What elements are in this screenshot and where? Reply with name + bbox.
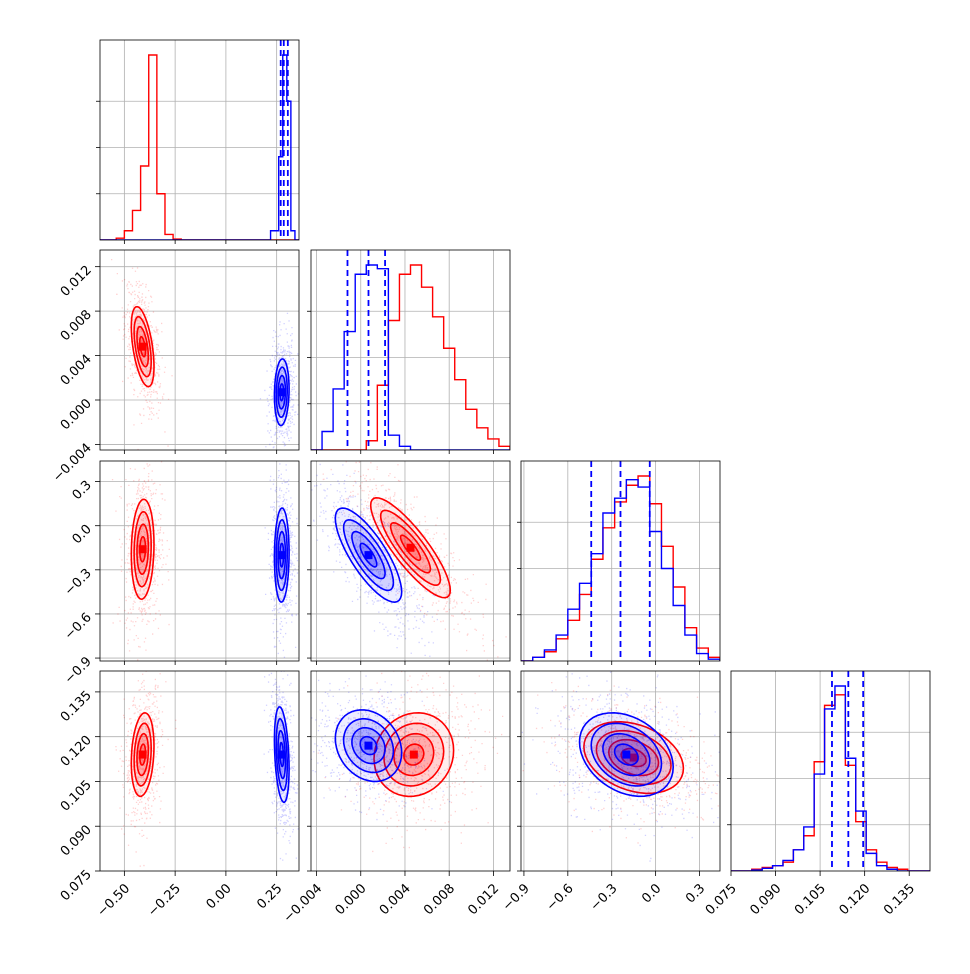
- blue-scatter-points: [311, 462, 438, 657]
- y-tick-label: 0.090: [58, 822, 95, 859]
- pair-panel-0-1: [99, 249, 300, 451]
- blue-histogram: [521, 479, 720, 661]
- y-tick-label: 0.000: [58, 396, 95, 433]
- y-tick-label: 0.3: [70, 478, 95, 503]
- blue-histogram: [311, 264, 510, 450]
- red-peak: [629, 753, 638, 762]
- x-tick-label: −0.9: [500, 881, 533, 914]
- panel-frame: [520, 460, 721, 662]
- pair-panel-1-2: [310, 460, 511, 662]
- x-tick-label: 0.012: [465, 881, 502, 918]
- y-tick-label: 0.0: [70, 522, 95, 547]
- x-tick-label: 0.004: [377, 881, 414, 918]
- y-tick-label: −0.004: [50, 441, 95, 486]
- y-tick-label: 0.012: [58, 263, 95, 300]
- panel-content: [111, 461, 299, 661]
- red-peak: [138, 750, 147, 759]
- panel-frame: [730, 670, 931, 872]
- blue-peak: [277, 551, 286, 560]
- panel-frame: [99, 39, 300, 241]
- x-tick-label: 0.135: [881, 881, 918, 918]
- red-scatter-points: [522, 682, 720, 844]
- y-tick-label: 0.004: [58, 352, 95, 389]
- blue-histogram: [731, 685, 930, 871]
- panel-content: [111, 250, 299, 450]
- x-tick-label: 0.25: [254, 881, 285, 912]
- pair-panel-0-3: [99, 670, 300, 872]
- red-peak: [138, 342, 147, 351]
- blue-peak: [277, 388, 286, 397]
- x-tick-label: 0.105: [792, 881, 829, 918]
- pair-panel-2-3: [520, 670, 721, 872]
- x-tick-label: 0.075: [703, 881, 740, 918]
- blue-peak: [364, 551, 373, 560]
- y-tick-label: 0.135: [58, 688, 95, 725]
- blue-scatter-points: [264, 463, 299, 658]
- diag-panel-1: [307, 249, 511, 451]
- panel-content: [115, 671, 299, 867]
- y-tick-label: −0.9: [62, 654, 95, 687]
- panel-frame: [310, 249, 511, 451]
- x-tick-label: 0.090: [747, 881, 784, 918]
- diag-panel-0: [96, 39, 300, 241]
- red-histogram: [100, 54, 299, 240]
- pair-panel-0-2: [99, 460, 300, 662]
- y-tick-label: 0.105: [58, 778, 95, 815]
- panel-content: [521, 671, 720, 862]
- y-tick-label: 0.075: [58, 867, 95, 904]
- x-tick-label: −0.004: [281, 881, 326, 926]
- x-tick-label: −0.6: [544, 881, 577, 914]
- y-tick-label: −0.3: [62, 566, 95, 599]
- y-tick-label: −0.6: [62, 610, 95, 643]
- x-tick-label: −0.25: [145, 881, 184, 920]
- blue-peak: [277, 750, 286, 759]
- red-peak: [138, 545, 147, 554]
- panel-frame: [520, 670, 721, 872]
- panel-frame: [310, 670, 511, 872]
- pair-panel-1-3: [310, 670, 511, 872]
- x-tick-label: 0.0: [639, 881, 664, 906]
- panel-frame: [99, 249, 300, 451]
- y-tick-label: 0.120: [58, 733, 95, 770]
- panel-frame: [99, 460, 300, 662]
- red-peak: [409, 750, 418, 759]
- blue-histogram: [100, 54, 299, 240]
- red-histogram: [731, 694, 930, 871]
- panel-frame: [99, 670, 300, 872]
- diag-panel-2: [517, 460, 721, 662]
- x-tick-label: 0.120: [837, 881, 874, 918]
- x-tick-label: 0.3: [683, 881, 708, 906]
- panel-content: [311, 461, 507, 661]
- x-tick-label: −0.50: [94, 881, 133, 920]
- x-tick-label: 0.00: [204, 881, 235, 912]
- panel-content: [311, 671, 504, 853]
- y-tick-label: 0.008: [58, 307, 95, 344]
- blue-peak: [364, 741, 373, 750]
- red-peak: [406, 543, 415, 552]
- panel-frame: [310, 460, 511, 662]
- blue-peak: [622, 750, 631, 759]
- x-tick-label: 0.008: [421, 881, 458, 918]
- red-histogram: [311, 264, 510, 450]
- diag-panel-3: [727, 670, 931, 872]
- x-tick-label: 0.000: [333, 881, 370, 918]
- x-tick-label: −0.3: [588, 881, 621, 914]
